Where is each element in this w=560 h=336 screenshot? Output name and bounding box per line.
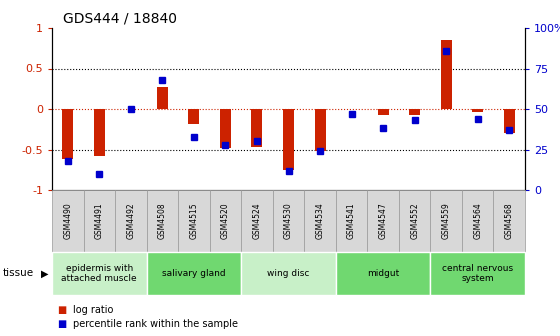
Text: central nervous
system: central nervous system: [442, 264, 514, 283]
Bar: [251, 109, 263, 147]
Text: GSM4547: GSM4547: [379, 203, 388, 239]
Text: GSM4508: GSM4508: [158, 203, 167, 239]
Bar: [220, 109, 231, 148]
Bar: [283, 109, 294, 170]
Text: GSM4515: GSM4515: [189, 203, 198, 239]
Text: GSM4552: GSM4552: [410, 203, 419, 239]
Text: GSM4490: GSM4490: [63, 203, 72, 239]
Text: GDS444 / 18840: GDS444 / 18840: [63, 12, 177, 26]
Text: GSM4530: GSM4530: [284, 203, 293, 239]
Text: GSM4564: GSM4564: [473, 203, 482, 239]
Bar: [409, 109, 420, 116]
Bar: [441, 40, 452, 109]
Text: tissue: tissue: [3, 268, 34, 279]
Text: GSM4491: GSM4491: [95, 203, 104, 239]
Text: GSM4520: GSM4520: [221, 203, 230, 239]
Text: percentile rank within the sample: percentile rank within the sample: [73, 319, 239, 329]
Text: GSM4524: GSM4524: [253, 203, 262, 239]
Bar: [62, 109, 73, 159]
Text: wing disc: wing disc: [267, 269, 310, 278]
Bar: [503, 109, 515, 133]
Text: GSM4559: GSM4559: [442, 203, 451, 239]
Bar: [377, 109, 389, 116]
Text: midgut: midgut: [367, 269, 399, 278]
Bar: [94, 109, 105, 156]
Bar: [157, 87, 168, 109]
Text: log ratio: log ratio: [73, 305, 114, 315]
Text: ▶: ▶: [41, 268, 48, 279]
Text: GSM4534: GSM4534: [315, 203, 325, 239]
Bar: [188, 109, 199, 124]
Text: salivary gland: salivary gland: [162, 269, 226, 278]
Text: ■: ■: [58, 319, 67, 329]
Text: GSM4492: GSM4492: [127, 203, 136, 239]
Text: epidermis with
attached muscle: epidermis with attached muscle: [62, 264, 137, 283]
Bar: [315, 109, 325, 151]
Text: GSM4541: GSM4541: [347, 203, 356, 239]
Text: GSM4568: GSM4568: [505, 203, 514, 239]
Text: ■: ■: [58, 305, 67, 315]
Bar: [472, 109, 483, 112]
